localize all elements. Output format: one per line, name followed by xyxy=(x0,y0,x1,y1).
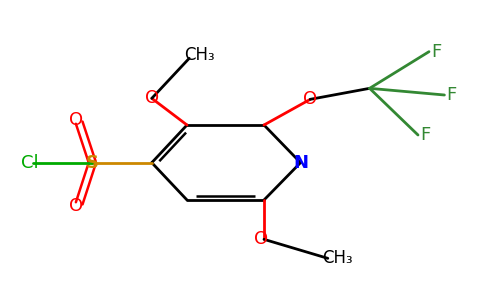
Text: Cl: Cl xyxy=(21,154,39,172)
Text: O: O xyxy=(69,111,83,129)
Text: O: O xyxy=(69,197,83,215)
Text: F: F xyxy=(446,86,456,104)
Text: F: F xyxy=(420,126,430,144)
Text: O: O xyxy=(145,89,159,107)
Text: CH₃: CH₃ xyxy=(184,46,214,64)
Text: F: F xyxy=(431,43,441,61)
Text: N: N xyxy=(293,154,308,172)
Text: O: O xyxy=(303,90,318,108)
Text: S: S xyxy=(86,154,99,172)
Text: CH₃: CH₃ xyxy=(322,249,353,267)
Text: O: O xyxy=(254,230,268,248)
